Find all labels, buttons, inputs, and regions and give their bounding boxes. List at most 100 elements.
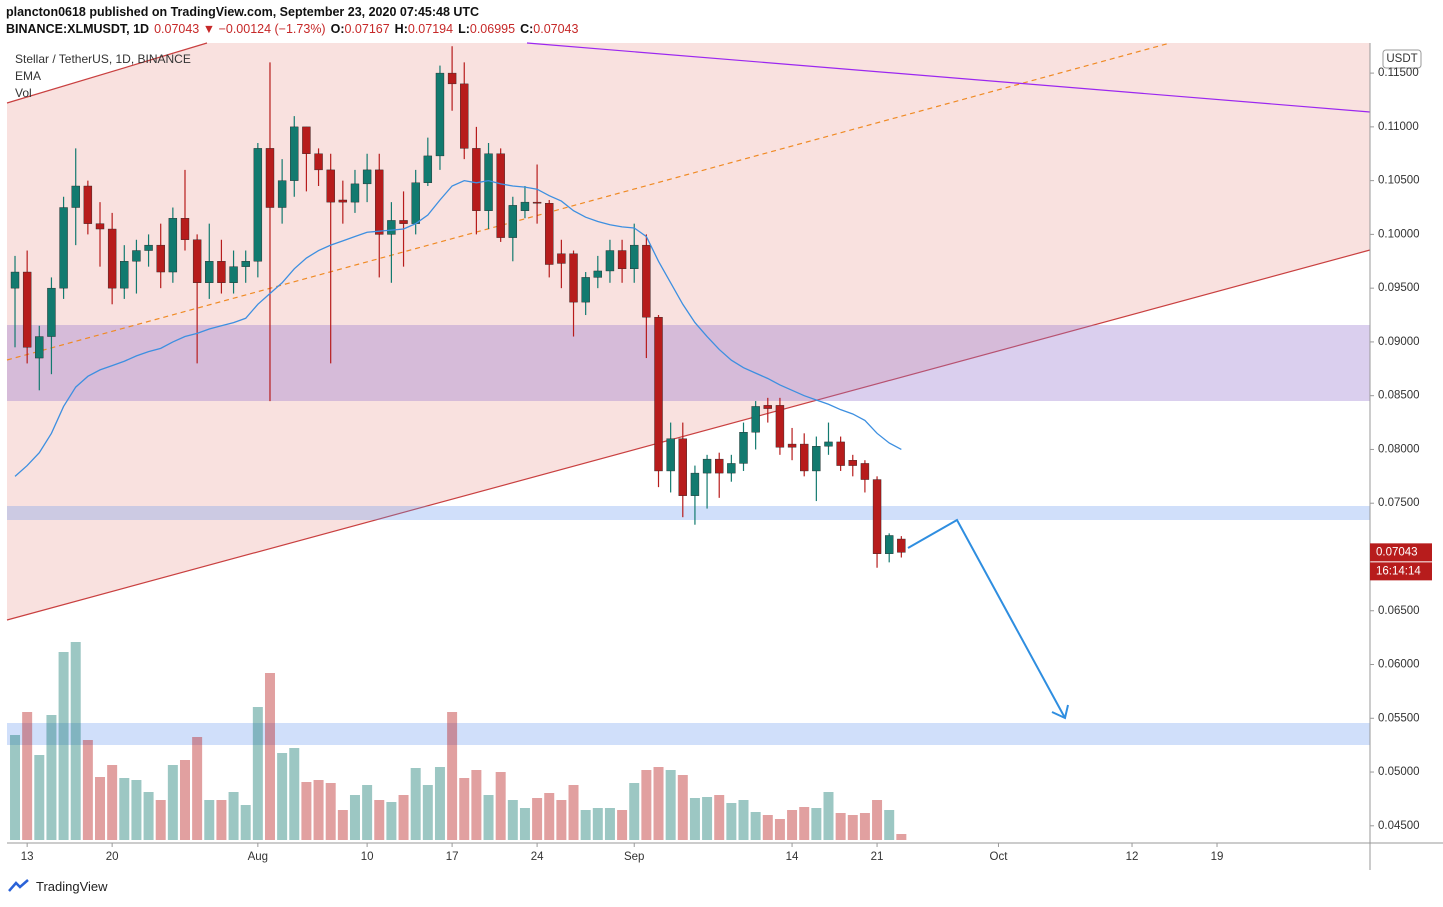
candle-body [557,253,566,264]
volume-bar [568,785,579,840]
logo [8,879,29,892]
ohlc-key: H: [394,22,408,36]
forecast-arrow [907,518,1066,719]
volume-bar [301,782,312,840]
last-price: 0.07043 [1376,546,1418,558]
candle-body [569,253,578,303]
candle-body [690,472,700,496]
support-zone [7,506,1370,520]
volume-bar [641,770,652,840]
volume-bar [204,800,215,840]
volume-bar [507,800,518,840]
candle-body [715,458,724,474]
change: 0.07043 ▼ −0.00124 (−1.73%) [154,22,326,36]
volume-bar [10,735,21,840]
volume-bar [325,783,336,840]
y-tick-label: 0.10500 [1378,175,1420,187]
candle-body [654,316,663,472]
candle-body [399,220,408,224]
candle-body [107,228,117,289]
candle-body [787,443,797,448]
candle-body [290,126,299,181]
candle-body [95,223,105,230]
y-tick-label: 0.05000 [1378,766,1420,778]
volume-bar [155,800,166,840]
volume-bar [82,740,93,840]
y-tick-label: 0.11000 [1378,121,1419,133]
x-tick-label: Sep [624,851,644,863]
volume-bar [604,808,615,840]
brand: TradingView [36,878,108,894]
candle-body [884,535,894,554]
volume-bar [471,770,482,840]
volume-bar [617,810,628,840]
candle-body [387,220,396,235]
ohlc-key: O: [330,22,345,36]
volume-bar [386,802,397,840]
volume-bar [398,795,409,840]
candle-body [192,239,202,283]
x-tick-label: 21 [871,851,884,863]
y-tick-label: 0.05500 [1378,712,1420,724]
last-price-box [1370,543,1432,562]
candle-body [508,205,518,238]
ohlc-value: 0.07194 [407,22,454,36]
volume-bar [58,652,69,840]
candle-body [520,201,530,211]
currency-box [1382,49,1422,69]
candle-body [447,72,457,85]
x-tick-label: 12 [1126,851,1139,863]
arrow-head [1051,704,1069,720]
candle-body [22,271,32,348]
candle-body [71,185,80,208]
y-tick-label: 0.06500 [1378,605,1420,617]
author: plancton0618 published on TradingView.co… [6,5,480,19]
candle-body [302,126,311,154]
channel-bottom [6,249,1371,621]
volume-bar [95,777,106,840]
volume-bar [653,767,664,840]
channel-fill [7,43,1370,620]
x-tick-label: 14 [786,851,799,863]
currency: USDT [1386,53,1417,65]
countdown-box [1370,562,1432,581]
candle-body [860,463,870,480]
y-tick-label: 0.04500 [1378,820,1420,832]
ohlc-value: 0.06995 [469,22,516,36]
candle-body [763,405,772,409]
ohlc: L:0.06995 [458,22,515,36]
x-tick-label: 24 [531,851,544,863]
candle-body [800,443,809,472]
volume-bar [896,834,907,840]
candle-body [241,261,250,267]
volume-bar [337,810,348,840]
candle-body [83,185,93,224]
candle-body [593,270,603,278]
y-tick-label: 0.08500 [1378,390,1420,402]
candle-body [229,266,238,283]
candle-body [836,441,845,466]
volume-bar [847,815,858,840]
candle-body [35,336,44,359]
volume-bar [143,792,154,840]
resistance-zone [7,325,1370,401]
volume-bar [774,819,785,840]
y-tick-label: 0.09000 [1378,336,1420,348]
volume-bar [22,712,33,840]
volume-bar [216,800,227,840]
candle-body [460,83,469,149]
x-tick-label: 17 [446,851,459,863]
channel-top [6,42,208,104]
volume-bar [313,780,324,840]
volume-bar [859,813,870,840]
ema-line [14,179,902,477]
volume-bar [434,767,445,840]
volume-bar [811,808,822,840]
candle-body [702,458,712,474]
x-tick-label: 10 [361,851,374,863]
y-tick-label: 0.09500 [1378,282,1420,294]
candle-body [545,203,554,265]
volume-bar [689,798,700,840]
indicator-label: EMA [15,69,41,83]
